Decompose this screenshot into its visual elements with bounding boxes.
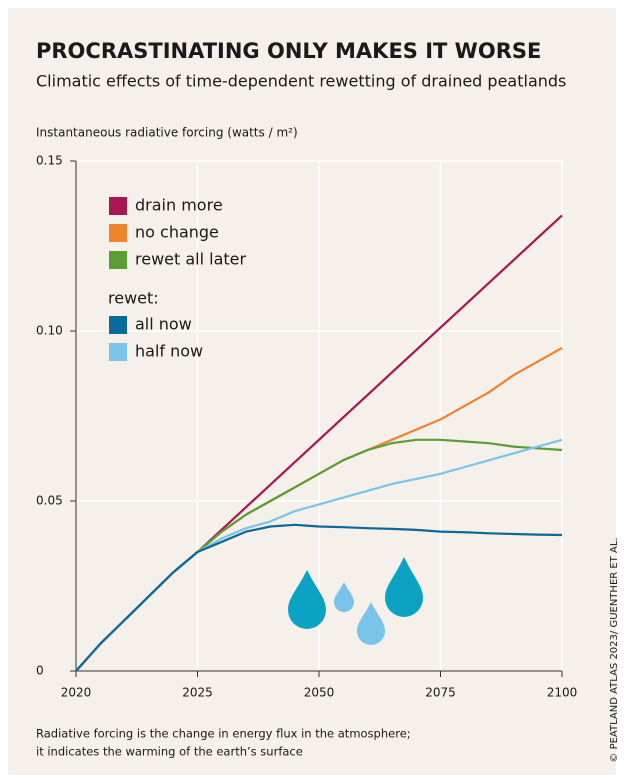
x-tick-label: 2075 — [425, 686, 456, 700]
footnote: it indicates the warming of the earth’s … — [36, 745, 303, 759]
series-line — [75, 523, 563, 672]
x-tick-label: 2025 — [182, 686, 213, 700]
x-tick-label: 2100 — [547, 686, 578, 700]
y-axis-label: Instantaneous radiative forcing (watts /… — [36, 126, 298, 140]
drop — [334, 582, 354, 612]
y-tick-label: 0 — [36, 664, 44, 678]
x-tick-label: 2020 — [61, 686, 92, 700]
legend-label: no change — [135, 223, 219, 242]
legend-heading: rewet: — [108, 289, 159, 308]
legend-label: all now — [135, 315, 192, 334]
legend-label: drain more — [135, 196, 223, 215]
drop — [357, 602, 385, 645]
legend-swatch — [109, 343, 127, 361]
panel — [8, 8, 616, 775]
legend-label: half now — [135, 342, 203, 361]
legend-swatch — [109, 251, 127, 269]
footnote: Radiative forcing is the change in energ… — [36, 727, 411, 741]
chart-subtitle: Climatic effects of time-dependent rewet… — [36, 72, 566, 91]
drops — [288, 557, 423, 645]
legend-label: rewet all later — [135, 250, 247, 269]
legend-swatch — [109, 197, 127, 215]
chart-title: PROCRASTINATING ONLY MAKES IT WORSE — [36, 39, 541, 63]
credit: © PEATLAND ATLAS 2023/ GUENTHER ET AL. — [609, 537, 620, 762]
y-tick-label: 0.10 — [36, 324, 63, 338]
legend-swatch — [109, 224, 127, 242]
x-tick-label: 2050 — [304, 686, 335, 700]
drop — [288, 570, 326, 629]
y-tick-label: 0.15 — [36, 154, 63, 168]
drop — [385, 557, 423, 617]
legend-swatch — [109, 316, 127, 334]
y-tick-label: 0.05 — [36, 494, 63, 508]
